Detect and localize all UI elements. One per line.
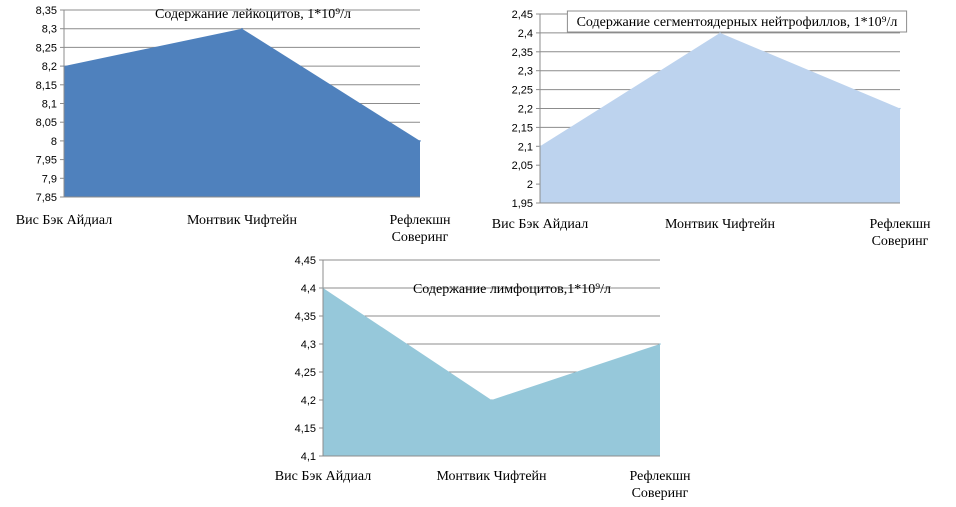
x-category-line: Рефлекшн <box>390 213 451 228</box>
x-category-label: Рефлекшн Соверинг <box>630 469 691 501</box>
y-tick-label: 4,15 <box>295 423 316 435</box>
x-category-line: Соверинг <box>872 234 929 249</box>
y-tick-label: 4,3 <box>301 339 316 351</box>
y-tick-label: 7,95 <box>36 155 57 167</box>
chart-svg: 2,45 2,4 2,35 2,3 2,25 2,2 2,15 2,1 2,05 2 1,95 Вис… <box>492 9 931 249</box>
y-tick-label: 8,25 <box>36 42 57 54</box>
y-tick-label: 8 <box>51 136 57 148</box>
area-series <box>64 28 420 198</box>
y-tick-label: 8,1 <box>42 99 57 111</box>
y-tick-label: 2 <box>527 179 533 191</box>
y-tick-label: 2,1 <box>518 141 533 153</box>
chart-title: Содержание лейкоцитов, 1*10⁹/л <box>155 7 351 22</box>
chart-lymphocytes: 4,45 4,4 4,35 4,3 4,25 4,2 4,15 4,1 Вис Бэк Айди… <box>260 252 691 507</box>
chart-svg: 4,45 4,4 4,35 4,3 4,25 4,2 4,15 4,1 Вис Бэк Айди… <box>275 255 691 501</box>
area-series <box>540 32 900 204</box>
x-category-label: Вис Бэк Айдиал <box>275 469 371 484</box>
y-tick-label: 4,25 <box>295 367 316 379</box>
x-category-line: Соверинг <box>392 230 449 245</box>
data-point <box>899 107 901 110</box>
y-tick-label: 4,45 <box>295 255 316 267</box>
y-tick-label: 8,15 <box>36 80 57 92</box>
chart-title: Содержание сегментоядерных нейтрофиллов,… <box>577 15 898 30</box>
chart-neutrophils: 2,45 2,4 2,35 2,3 2,25 2,2 2,15 2,1 2,05 2 1,95 Вис… <box>480 0 950 255</box>
y-tick-label: 4,2 <box>301 395 316 407</box>
y-tick-label: 7,85 <box>36 192 57 204</box>
y-tick-label: 2,3 <box>518 66 533 78</box>
y-tick-label: 4,1 <box>301 451 316 463</box>
y-tick-label: 7,9 <box>42 173 57 185</box>
chart-title: Содержание лимфоцитов,1*10⁹/л <box>413 282 611 297</box>
y-tick-label: 8,3 <box>42 24 57 36</box>
y-tick-label: 8,05 <box>36 117 57 129</box>
area-series <box>323 288 660 456</box>
y-tick-label: 2,05 <box>512 160 533 172</box>
y-tick-label: 2,45 <box>512 9 533 21</box>
y-tick-label: 2,2 <box>518 104 533 116</box>
y-tick-label: 2,4 <box>518 28 533 40</box>
x-category-label: Вис Бэк Айдиал <box>492 217 588 232</box>
y-tick-label: 8,2 <box>42 61 57 73</box>
data-point <box>659 343 661 345</box>
chart-svg: 8,35 8,3 8,25 8,2 8,15 8,1 8,05 8 7,95 7,9 7,85 Вис… <box>16 5 451 245</box>
x-category-label: Вис Бэк Айдиал <box>16 213 112 228</box>
x-category-line: Рефлекшн <box>630 469 691 484</box>
data-point <box>419 140 421 142</box>
data-point <box>490 399 493 401</box>
x-category-label: Монтвик Чифтейн <box>187 213 298 228</box>
x-category-label: Рефлекшн Соверинг <box>870 217 931 249</box>
y-tick-label: 1,95 <box>512 198 533 210</box>
x-category-label: Рефлекшн Соверинг <box>390 213 451 245</box>
y-tick-label: 2,25 <box>512 85 533 97</box>
title-box <box>566 10 908 33</box>
y-tick-label: 4,35 <box>295 311 316 323</box>
y-tick-label: 2,35 <box>512 47 533 59</box>
x-category-line: Соверинг <box>632 486 689 501</box>
chart-leukocytes: 8,35 8,3 8,25 8,2 8,15 8,1 8,05 8 7,95 7,9 7,85 Вис… <box>0 0 451 250</box>
x-category-line: Рефлекшн <box>870 217 931 232</box>
y-tick-label: 4,4 <box>301 283 316 295</box>
x-category-label: Монтвик Чифтейн <box>665 217 776 232</box>
x-category-label: Монтвик Чифтейн <box>436 469 547 484</box>
data-point <box>241 27 243 30</box>
y-tick-label: 8,35 <box>36 5 57 17</box>
y-tick-label: 2,15 <box>512 122 533 134</box>
